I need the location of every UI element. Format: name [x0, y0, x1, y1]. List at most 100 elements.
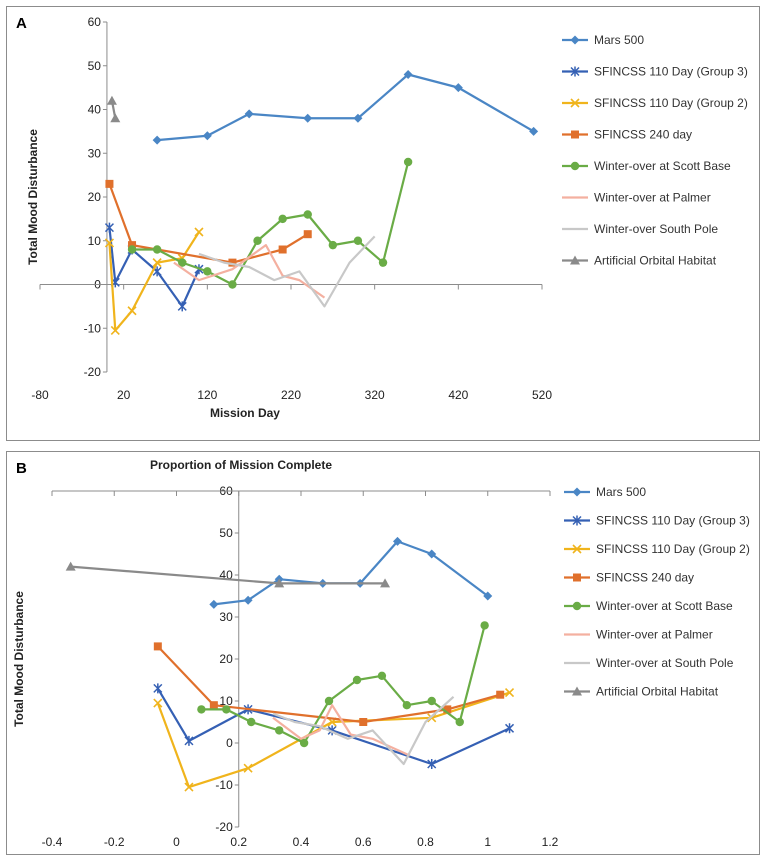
- legend-label: SFINCSS 110 Day (Group 2): [594, 96, 748, 110]
- series-4: [127, 157, 413, 289]
- data-point: [243, 595, 253, 605]
- y-tick-label: 20: [219, 652, 233, 666]
- series-line: [108, 227, 200, 308]
- data-point: [380, 578, 391, 588]
- x-tick-label: -0.4: [42, 835, 63, 849]
- data-point: [194, 227, 204, 237]
- series-0: [152, 70, 539, 145]
- legend-item: Winter-over South Pole: [562, 222, 718, 236]
- legend-marker: [572, 515, 582, 526]
- y-tick-label: -20: [84, 365, 102, 379]
- legend-item: Winter-over at Scott Base: [562, 159, 731, 173]
- data-point: [455, 717, 464, 727]
- x-tick-label: 1: [484, 835, 491, 849]
- y-tick-label: 50: [88, 59, 102, 73]
- panel-label: A: [16, 15, 27, 32]
- data-point: [274, 578, 285, 588]
- legend-label: Winter-over at Scott Base: [596, 599, 733, 613]
- legend-label: Winter-over at Scott Base: [594, 159, 731, 173]
- data-point: [104, 238, 115, 248]
- series-2: [104, 227, 204, 336]
- data-point: [453, 83, 463, 93]
- x-tick-label: 0.4: [293, 835, 310, 849]
- chart-b: B Proportion of Mission Complete-20-10010…: [12, 458, 750, 849]
- y-tick-label: 10: [219, 694, 233, 708]
- data-point: [359, 718, 368, 726]
- data-point: [504, 688, 515, 698]
- data-point: [244, 109, 254, 119]
- legend-label: SFINCSS 240 day: [594, 128, 692, 142]
- data-point: [177, 301, 187, 312]
- y-tick-label: 30: [219, 610, 233, 624]
- data-point: [209, 701, 218, 710]
- data-point: [392, 536, 402, 546]
- y-axis-title: Total Mood Disturbance: [26, 129, 40, 265]
- x-tick-label: 20: [117, 388, 131, 402]
- data-point: [303, 113, 313, 123]
- data-point: [480, 621, 489, 630]
- data-point: [105, 179, 114, 188]
- y-tick-label: -10: [215, 778, 233, 792]
- data-point: [222, 705, 231, 714]
- data-point: [65, 561, 76, 571]
- y-tick-label: 50: [219, 526, 233, 540]
- x-axis-title: Mission Day: [210, 406, 280, 420]
- series-line: [156, 691, 510, 789]
- series-line: [272, 704, 411, 757]
- legend-marker: [570, 66, 580, 77]
- legend-item: SFINCSS 110 Day (Group 3): [564, 514, 750, 528]
- x-tick-label: 420: [448, 388, 468, 402]
- series-line: [272, 695, 455, 766]
- legend-item: SFINCSS 110 Day (Group 2): [564, 542, 750, 556]
- legend-marker: [572, 601, 582, 611]
- data-point: [127, 306, 137, 316]
- data-point: [278, 245, 287, 254]
- data-point: [128, 241, 137, 250]
- x-tick-label: 520: [532, 388, 552, 402]
- x-tick-label: 0.6: [355, 835, 372, 849]
- data-point: [209, 599, 219, 609]
- data-point: [352, 675, 362, 685]
- data-point: [427, 549, 437, 559]
- series-3: [105, 179, 312, 267]
- series-line: [198, 235, 376, 308]
- data-point: [303, 210, 312, 219]
- series-4: [197, 621, 489, 748]
- legend-item: Winter-over at Scott Base: [564, 599, 733, 613]
- series-7: [65, 561, 391, 588]
- data-point: [529, 126, 539, 136]
- data-point: [427, 759, 437, 769]
- data-point: [153, 698, 163, 708]
- y-tick-label: 30: [88, 146, 102, 160]
- data-point: [247, 717, 256, 727]
- legend-item: Winter-over at Palmer: [562, 191, 711, 205]
- data-point: [152, 245, 162, 254]
- x-tick-label: 220: [281, 388, 301, 402]
- legend-label: SFINCSS 240 day: [596, 571, 694, 585]
- x-tick-label: 320: [365, 388, 385, 402]
- data-point: [278, 214, 287, 224]
- data-point: [483, 591, 493, 601]
- series-2: [153, 688, 515, 792]
- series-line: [157, 73, 535, 142]
- chart-title: Proportion of Mission Complete: [150, 458, 332, 472]
- data-point: [228, 258, 237, 267]
- series-5: [173, 244, 326, 299]
- legend-marker: [572, 686, 582, 696]
- y-tick-label: -20: [215, 820, 233, 834]
- data-point: [203, 267, 212, 276]
- data-point: [505, 723, 515, 734]
- series-line: [213, 540, 489, 606]
- legend-marker: [573, 573, 581, 582]
- data-point: [197, 705, 206, 714]
- series-line: [173, 244, 326, 299]
- legend-marker: [572, 487, 582, 497]
- data-point: [353, 113, 363, 123]
- x-tick-label: 0.8: [417, 835, 434, 849]
- data-point: [378, 258, 388, 267]
- series-6: [198, 235, 376, 308]
- data-point: [202, 131, 212, 141]
- legend-marker: [570, 255, 580, 265]
- legend-marker: [570, 35, 580, 45]
